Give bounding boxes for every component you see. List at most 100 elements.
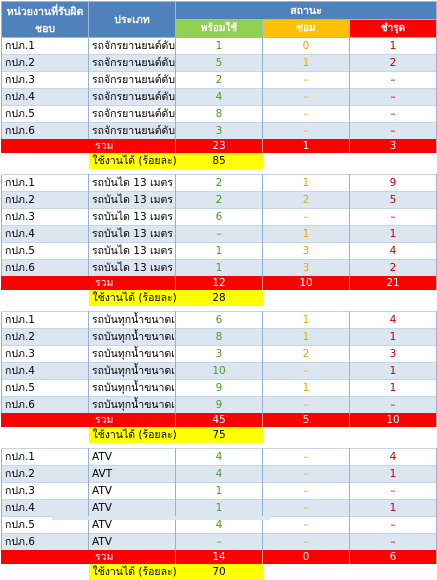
ready-cell[interactable]: – — [176, 534, 263, 551]
unit-cell[interactable]: กปภ.1 — [2, 312, 89, 329]
total-repair[interactable]: 0 — [263, 550, 350, 564]
type-cell[interactable]: รถบันได 13 เมตร — [89, 209, 176, 226]
ready-cell[interactable]: 1 — [176, 260, 263, 277]
ready-cell[interactable]: 3 — [176, 346, 263, 363]
broken-cell[interactable]: 4 — [350, 243, 437, 260]
type-cell[interactable]: AVT — [89, 466, 176, 483]
broken-cell[interactable]: 1 — [350, 380, 437, 397]
unit-cell[interactable]: กปภ.3 — [2, 483, 89, 500]
ready-cell[interactable]: 1 — [176, 243, 263, 260]
ready-cell[interactable]: 8 — [176, 106, 263, 123]
repair-cell[interactable]: – — [263, 123, 350, 140]
broken-cell[interactable]: 1 — [350, 500, 437, 517]
broken-cell[interactable]: 4 — [350, 449, 437, 466]
unit-cell[interactable]: กปภ.1 — [2, 449, 89, 466]
repair-cell[interactable]: – — [263, 209, 350, 226]
type-cell[interactable]: รถบันทุกน้ำขนาดเล็ก (4x4) — [89, 346, 176, 363]
type-cell[interactable]: รถจักรยานยนต์ดับเพลิง — [89, 123, 176, 140]
broken-cell[interactable]: 1 — [350, 363, 437, 380]
total-repair[interactable]: 10 — [263, 276, 350, 290]
unit-cell[interactable]: กปภ.2 — [2, 192, 89, 209]
unit-cell[interactable]: กปภ.4 — [2, 226, 89, 243]
type-cell[interactable]: รถบันทุกน้ำขนาดเล็ก (4x4) — [89, 329, 176, 346]
unit-cell[interactable]: กปภ.5 — [2, 380, 89, 397]
repair-cell[interactable]: – — [263, 106, 350, 123]
unit-cell[interactable]: กปภ.4 — [2, 89, 89, 106]
unit-cell[interactable]: กปภ.2 — [2, 329, 89, 346]
broken-cell[interactable]: 3 — [350, 346, 437, 363]
ready-cell[interactable]: 9 — [176, 397, 263, 414]
unit-cell[interactable]: กปภ.6 — [2, 534, 89, 551]
ready-cell[interactable]: 10 — [176, 363, 263, 380]
broken-cell[interactable]: – — [350, 397, 437, 414]
type-cell[interactable]: รถบันได 13 เมตร — [89, 226, 176, 243]
type-cell[interactable]: รถบันได 13 เมตร — [89, 175, 176, 192]
broken-cell[interactable]: 1 — [350, 226, 437, 243]
repair-cell[interactable]: 2 — [263, 192, 350, 209]
ready-cell[interactable]: 2 — [176, 192, 263, 209]
repair-cell[interactable]: 1 — [263, 380, 350, 397]
broken-cell[interactable]: 2 — [350, 55, 437, 72]
repair-cell[interactable]: 2 — [263, 346, 350, 363]
unit-cell[interactable]: กปภ.1 — [2, 175, 89, 192]
ready-cell[interactable]: 1 — [176, 483, 263, 500]
broken-cell[interactable]: 4 — [350, 312, 437, 329]
broken-cell[interactable]: – — [350, 534, 437, 551]
unit-cell[interactable]: กปภ.5 — [2, 106, 89, 123]
type-cell[interactable]: รถจักรยานยนต์ดับเพลิง — [89, 89, 176, 106]
repair-cell[interactable]: 0 — [263, 38, 350, 55]
percent-value[interactable]: 75 — [176, 427, 263, 443]
percent-value[interactable]: 70 — [176, 564, 263, 580]
ready-cell[interactable]: 5 — [176, 55, 263, 72]
unit-cell[interactable]: กปภ.1 — [2, 38, 89, 55]
total-ready[interactable]: 45 — [176, 413, 263, 427]
ready-cell[interactable]: – — [176, 226, 263, 243]
ready-cell[interactable]: 3 — [176, 123, 263, 140]
unit-cell[interactable]: กปภ.2 — [2, 55, 89, 72]
broken-cell[interactable]: 1 — [350, 329, 437, 346]
type-cell[interactable]: รถจักรยานยนต์ดับเพลิง — [89, 72, 176, 89]
repair-cell[interactable]: – — [263, 466, 350, 483]
total-broken[interactable]: 21 — [350, 276, 437, 290]
repair-cell[interactable]: 1 — [263, 226, 350, 243]
repair-cell[interactable]: 1 — [263, 329, 350, 346]
repair-cell[interactable]: 3 — [263, 243, 350, 260]
unit-cell[interactable]: กปภ.4 — [2, 363, 89, 380]
repair-cell[interactable]: – — [263, 449, 350, 466]
ready-cell[interactable]: 2 — [176, 175, 263, 192]
repair-cell[interactable]: 1 — [263, 312, 350, 329]
type-cell[interactable]: รถจักรยานยนต์ดับเพลิง — [89, 55, 176, 72]
repair-cell[interactable]: 3 — [263, 260, 350, 277]
repair-cell[interactable]: 1 — [263, 175, 350, 192]
repair-cell[interactable]: – — [263, 363, 350, 380]
type-cell[interactable]: รถบันได 13 เมตร — [89, 243, 176, 260]
type-cell[interactable]: ATV — [89, 449, 176, 466]
repair-cell[interactable]: – — [263, 483, 350, 500]
unit-cell[interactable]: กปภ.3 — [2, 72, 89, 89]
broken-cell[interactable]: 2 — [350, 260, 437, 277]
ready-cell[interactable]: 1 — [176, 38, 263, 55]
type-cell[interactable]: ATV — [89, 483, 176, 500]
broken-cell[interactable]: – — [350, 106, 437, 123]
percent-value[interactable]: 28 — [176, 290, 263, 306]
total-repair[interactable]: 5 — [263, 413, 350, 427]
broken-cell[interactable]: – — [350, 483, 437, 500]
unit-cell[interactable]: กปภ.4 — [2, 500, 89, 517]
unit-cell[interactable]: กปภ.6 — [2, 123, 89, 140]
ready-cell[interactable]: 9 — [176, 380, 263, 397]
type-cell[interactable]: รถบันทุกน้ำขนาดเล็ก (4x4) — [89, 363, 176, 380]
broken-cell[interactable]: – — [350, 517, 437, 534]
total-ready[interactable]: 23 — [176, 139, 263, 153]
percent-value[interactable]: 85 — [176, 153, 263, 169]
repair-cell[interactable]: – — [263, 517, 350, 534]
ready-cell[interactable]: 4 — [176, 466, 263, 483]
unit-cell[interactable]: กปภ.6 — [2, 260, 89, 277]
total-broken[interactable]: 6 — [350, 550, 437, 564]
type-cell[interactable]: รถจักรยานยนต์ดับเพลิง — [89, 38, 176, 55]
sheet-scrollbar[interactable] — [52, 516, 270, 520]
total-ready[interactable]: 14 — [176, 550, 263, 564]
total-broken[interactable]: 3 — [350, 139, 437, 153]
broken-cell[interactable]: 5 — [350, 192, 437, 209]
repair-cell[interactable]: – — [263, 534, 350, 551]
unit-cell[interactable]: กปภ.2 — [2, 466, 89, 483]
